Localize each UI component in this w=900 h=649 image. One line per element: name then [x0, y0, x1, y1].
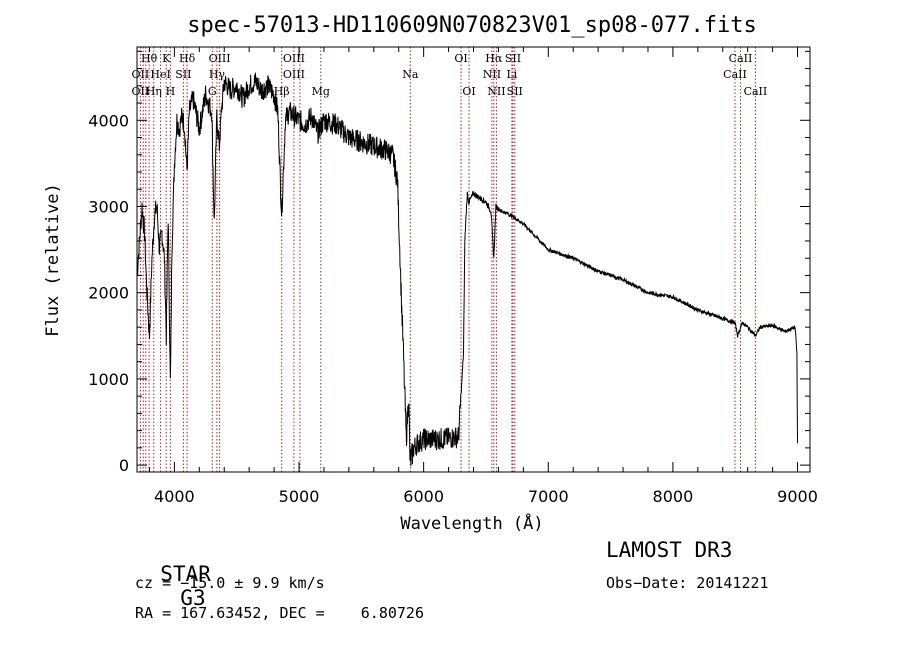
emission-line-label: H: [166, 85, 176, 98]
emission-line-label: G: [208, 85, 217, 98]
emission-line-label: Mg: [312, 85, 330, 98]
emission-line-label: CaII: [729, 52, 753, 65]
emission-line-label: Hη: [146, 85, 162, 98]
emission-line-label: Hα: [485, 52, 503, 65]
y-tick-label: 3000: [88, 197, 129, 216]
emission-line-label: SII: [505, 52, 521, 65]
x-tick-label: 4000: [154, 487, 195, 506]
y-axis-ticks: 0 1000 2000 3000 4000: [88, 50, 810, 475]
coordinates-text: RA = 167.63452, DEC = 6.80726: [135, 604, 424, 622]
redshift-text: cz = −15.0 ± 9.9 km/s: [135, 574, 325, 592]
emission-line-label: SII: [507, 85, 523, 98]
y-tick-label: 0: [119, 456, 129, 475]
emission-line-label: CaII: [744, 85, 768, 98]
spectrum-line: [136, 72, 798, 467]
emission-line-label: SII: [175, 68, 191, 81]
emission-line-label: Hθ: [141, 52, 158, 65]
emission-line-label: Hδ: [179, 52, 196, 65]
x-tick-label: 6000: [403, 487, 444, 506]
emission-line-label: OI: [454, 52, 467, 65]
emission-line-label: OI: [462, 85, 475, 98]
emission-line-label: OIII: [283, 52, 305, 65]
x-tick-label: 8000: [653, 487, 694, 506]
x-axis-ticks: 4000 5000 6000 7000 8000 9000: [148, 47, 818, 506]
object-class: STAR: [160, 562, 211, 586]
x-axis-title: Wavelength (Å): [400, 512, 543, 534]
emission-line-label: OII: [132, 68, 150, 81]
obs-date-text: Obs−Date: 20141221: [606, 574, 769, 592]
emission-line-label: Li: [506, 68, 517, 81]
y-tick-label: 2000: [88, 284, 129, 303]
y-tick-label: 4000: [88, 111, 129, 130]
emission-line-label: HeI: [150, 68, 170, 81]
survey-name: LAMOST DR3: [606, 538, 733, 562]
emission-line-label: OII: [132, 85, 150, 98]
emission-line-label: Hβ: [274, 85, 290, 98]
emission-line-label: NII: [483, 68, 501, 81]
object-subclass: G3: [180, 586, 206, 610]
chart-title: spec-57013-HD110609N070823V01_sp08-077.f…: [187, 13, 757, 38]
y-axis-title: Flux (relative): [43, 183, 63, 337]
emission-line-label: K: [162, 52, 171, 65]
x-tick-label: 7000: [528, 487, 569, 506]
y-tick-label: 1000: [88, 370, 129, 389]
emission-line-label: CaII: [723, 68, 747, 81]
emission-line-label: OIII: [209, 52, 231, 65]
emission-line-label: NII: [487, 85, 505, 98]
x-tick-label: 5000: [279, 487, 320, 506]
emission-line-label: OIII: [283, 68, 305, 81]
emission-line-label: Hγ: [209, 68, 226, 81]
emission-line-markers: [139, 47, 756, 472]
emission-line-label: Na: [402, 68, 419, 81]
x-tick-label: 9000: [777, 487, 818, 506]
plot-frame: [136, 46, 811, 473]
